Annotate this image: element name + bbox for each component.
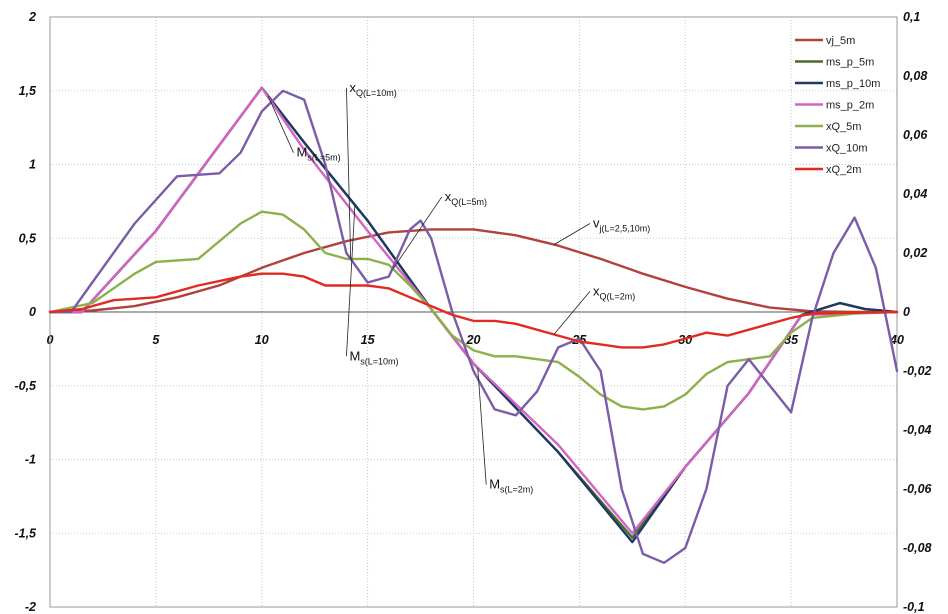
series-line-xQ-2m: [48, 272, 899, 349]
y2-tick-label: -0,06: [903, 482, 933, 496]
y2-tick-label: 0,02: [903, 246, 927, 260]
y2-tick-label: -0,1: [903, 600, 925, 614]
annotation-leader: [346, 87, 352, 259]
annotation-sub: j(L=2,5,10m): [598, 224, 650, 234]
x-tick-label: 35: [784, 333, 799, 347]
series-line-xQ-10m: [48, 89, 899, 564]
x-tick-label: 10: [255, 333, 269, 347]
y2-tick-label: 0: [903, 305, 910, 319]
legend-label: ms_p_2m: [826, 100, 874, 112]
annotation-label: xQ(L=10m): [349, 80, 396, 98]
annotation-main: x: [593, 283, 600, 298]
annotation-main: M: [297, 145, 308, 160]
y2-tick-label: 0,04: [903, 187, 927, 201]
annotation-label: vj(L=2,5,10m): [593, 216, 650, 234]
axes: 0 5 10 15 20 25 30 35 4021,510,50-0,5-1-1,5-20,1…: [14, 10, 932, 614]
annotation-sub: Q(L=2m): [599, 291, 635, 301]
x-tick-label: 20: [466, 333, 481, 347]
legend-label: xQ_10m: [826, 143, 868, 155]
legend-label: ms_p_5m: [826, 57, 874, 69]
y-tick-label: 0,5: [19, 231, 37, 245]
annotation-leader: [267, 95, 294, 153]
annotation-leader: [392, 196, 443, 270]
y-tick-label: 2: [28, 10, 36, 24]
annotation-leader: [346, 204, 356, 357]
annotation-main: x: [445, 189, 452, 204]
annotation-label: xQ(L=2m): [593, 283, 635, 301]
y2-tick-label: 0,08: [903, 69, 927, 83]
annotation-label: Ms(L=2m): [489, 477, 533, 495]
y-tick-label: -1,5: [14, 526, 37, 540]
legend-label: ms_p_10m: [826, 78, 880, 90]
x-tick-label: 5: [152, 333, 160, 347]
annotation-label: Ms(L=10m): [349, 348, 398, 366]
legend: vj_5m ms_p_5m ms_p_10m ms_p_2m xQ_5m xQ_10m xQ…: [795, 35, 880, 176]
y2-tick-label: -0,02: [903, 364, 932, 378]
y2-tick-label: -0,08: [903, 541, 932, 555]
y-tick-label: 0: [29, 305, 36, 319]
y-tick-label: -2: [25, 600, 36, 614]
annotation-leader: [477, 367, 487, 485]
annotation-sub: s(L=10m): [360, 356, 398, 366]
legend-label: xQ_2m: [826, 164, 861, 176]
legend-label: vj_5m: [826, 35, 855, 47]
x-tick-label: 15: [361, 333, 376, 347]
legend-label: xQ_5m: [826, 121, 861, 133]
annotation-sub: s(L=5m): [307, 153, 340, 163]
series-line-ms-p-2m: [48, 86, 899, 535]
y-tick-label: 1,5: [19, 84, 37, 98]
annotation-main: M: [489, 477, 500, 492]
annotation-sub: Q(L=10m): [356, 88, 397, 98]
y2-tick-label: 0,1: [903, 10, 920, 24]
y-tick-label: -1: [25, 453, 36, 467]
annotation-label: xQ(L=5m): [445, 189, 487, 207]
y2-tick-label: -0,04: [903, 423, 932, 437]
annotation-leader: [553, 223, 591, 245]
annotation-main: v: [593, 216, 600, 231]
annotation-sub: s(L=2m): [500, 485, 533, 495]
y-tick-label: 1: [29, 158, 36, 172]
y-tick-label: -0,5: [14, 379, 37, 393]
annotations: xQ(L=10m)Ms(L=5m)xQ(L=5m)vj(L=2,5,10m)xQ…: [267, 80, 650, 495]
annotation-main: x: [349, 80, 356, 95]
series-line-vj-5m: [48, 228, 899, 314]
annotation-leader: [553, 291, 591, 335]
annotation-label: Ms(L=5m): [297, 145, 341, 163]
series-line-xQ-5m: [48, 210, 899, 411]
annotation-main: M: [349, 348, 360, 363]
series: [48, 86, 899, 564]
y2-tick-label: 0,06: [903, 128, 928, 142]
annotation-sub: Q(L=5m): [451, 197, 487, 207]
